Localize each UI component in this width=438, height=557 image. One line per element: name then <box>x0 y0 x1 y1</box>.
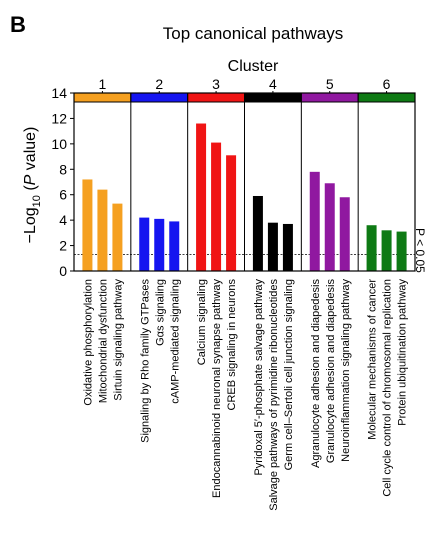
bar <box>82 179 93 271</box>
bar <box>154 218 165 271</box>
category-label: Endocannabinoid neuronal synapse pathway <box>211 279 223 498</box>
cluster-number: 3 <box>212 76 220 92</box>
cluster-number: 2 <box>155 76 163 92</box>
y-tick-label: 14 <box>51 85 67 101</box>
bar <box>282 223 293 271</box>
category-label: Mitochondrial dysfunction <box>97 279 109 403</box>
category-label: Neuroinflammation signaling pathway <box>340 279 352 462</box>
plot-frame <box>73 92 416 272</box>
category-label: Gαs signaling <box>154 279 166 346</box>
category-label: Pyridoxal 5′-phosphate salvage pathway <box>253 279 265 476</box>
category-label: Oxidative phosphorylation <box>82 279 94 406</box>
category-label: CREB signaling in neurons <box>226 279 238 411</box>
y-tick-label: 6 <box>59 187 67 203</box>
category-label: Sirtuin signaling pathway <box>112 279 124 401</box>
cluster-number: 6 <box>383 76 391 92</box>
cluster-strip-5 <box>300 92 359 103</box>
category-label: Salvage pathways of pyrimidine ribonucle… <box>268 279 280 511</box>
category-label: Signaling by Rho family GTPases <box>139 279 151 443</box>
cluster-strip-6 <box>357 92 416 103</box>
category-label: Germ cell–Sertoli cell junction signalin… <box>283 279 295 470</box>
bar <box>169 221 180 271</box>
y-tick-label: 10 <box>51 136 67 152</box>
bar <box>267 222 278 271</box>
y-tick-label: 12 <box>51 110 67 126</box>
bar <box>381 230 392 271</box>
category-label: Granulocyte adhesion and diapedesis <box>325 279 337 464</box>
y-tick-label: 4 <box>59 212 67 228</box>
bar <box>112 203 123 271</box>
cluster-strip-1 <box>73 92 132 103</box>
y-tick-label: 2 <box>59 238 67 254</box>
bar <box>97 189 108 271</box>
category-label: Calcium signaling <box>196 279 208 365</box>
category-label: cAMP-mediated signaling <box>169 279 181 404</box>
panel-label: B <box>10 12 26 37</box>
category-label: Molecular mechanisms of cancer <box>367 279 379 440</box>
chart-title: Top canonical pathways <box>163 24 344 43</box>
y-tick-label: 0 <box>59 263 67 279</box>
cluster-number: 1 <box>99 76 107 92</box>
bar <box>196 123 207 271</box>
plot-area: 0 2 4 6 8 10 12 14 1 Oxidative phosphorylation Mit… <box>51 76 416 511</box>
cluster-strip-2 <box>130 92 189 103</box>
category-label: Protein ubiquitination pathway <box>397 279 409 426</box>
cluster-strip-4 <box>244 92 302 103</box>
bar <box>339 197 350 271</box>
bar <box>211 142 222 271</box>
category-label: Agranulocyte adhesion and diapedesis <box>310 279 322 468</box>
cluster-axis-label: Cluster <box>228 58 279 75</box>
bar <box>324 183 335 271</box>
y-axis-label: −Log10 (P value) <box>22 127 43 244</box>
cluster-number: 5 <box>326 76 334 92</box>
bar <box>366 225 377 271</box>
cluster-strip-3 <box>187 92 246 103</box>
bar <box>252 195 263 271</box>
category-label: Cell cycle control of chromosomal replic… <box>382 279 394 497</box>
cluster-number: 4 <box>269 76 277 92</box>
bar <box>309 171 320 271</box>
threshold-label: P < 0.05 <box>413 228 427 273</box>
bar <box>396 231 407 271</box>
y-tick-label: 8 <box>59 161 67 177</box>
bar <box>226 155 237 271</box>
bar <box>139 217 150 271</box>
